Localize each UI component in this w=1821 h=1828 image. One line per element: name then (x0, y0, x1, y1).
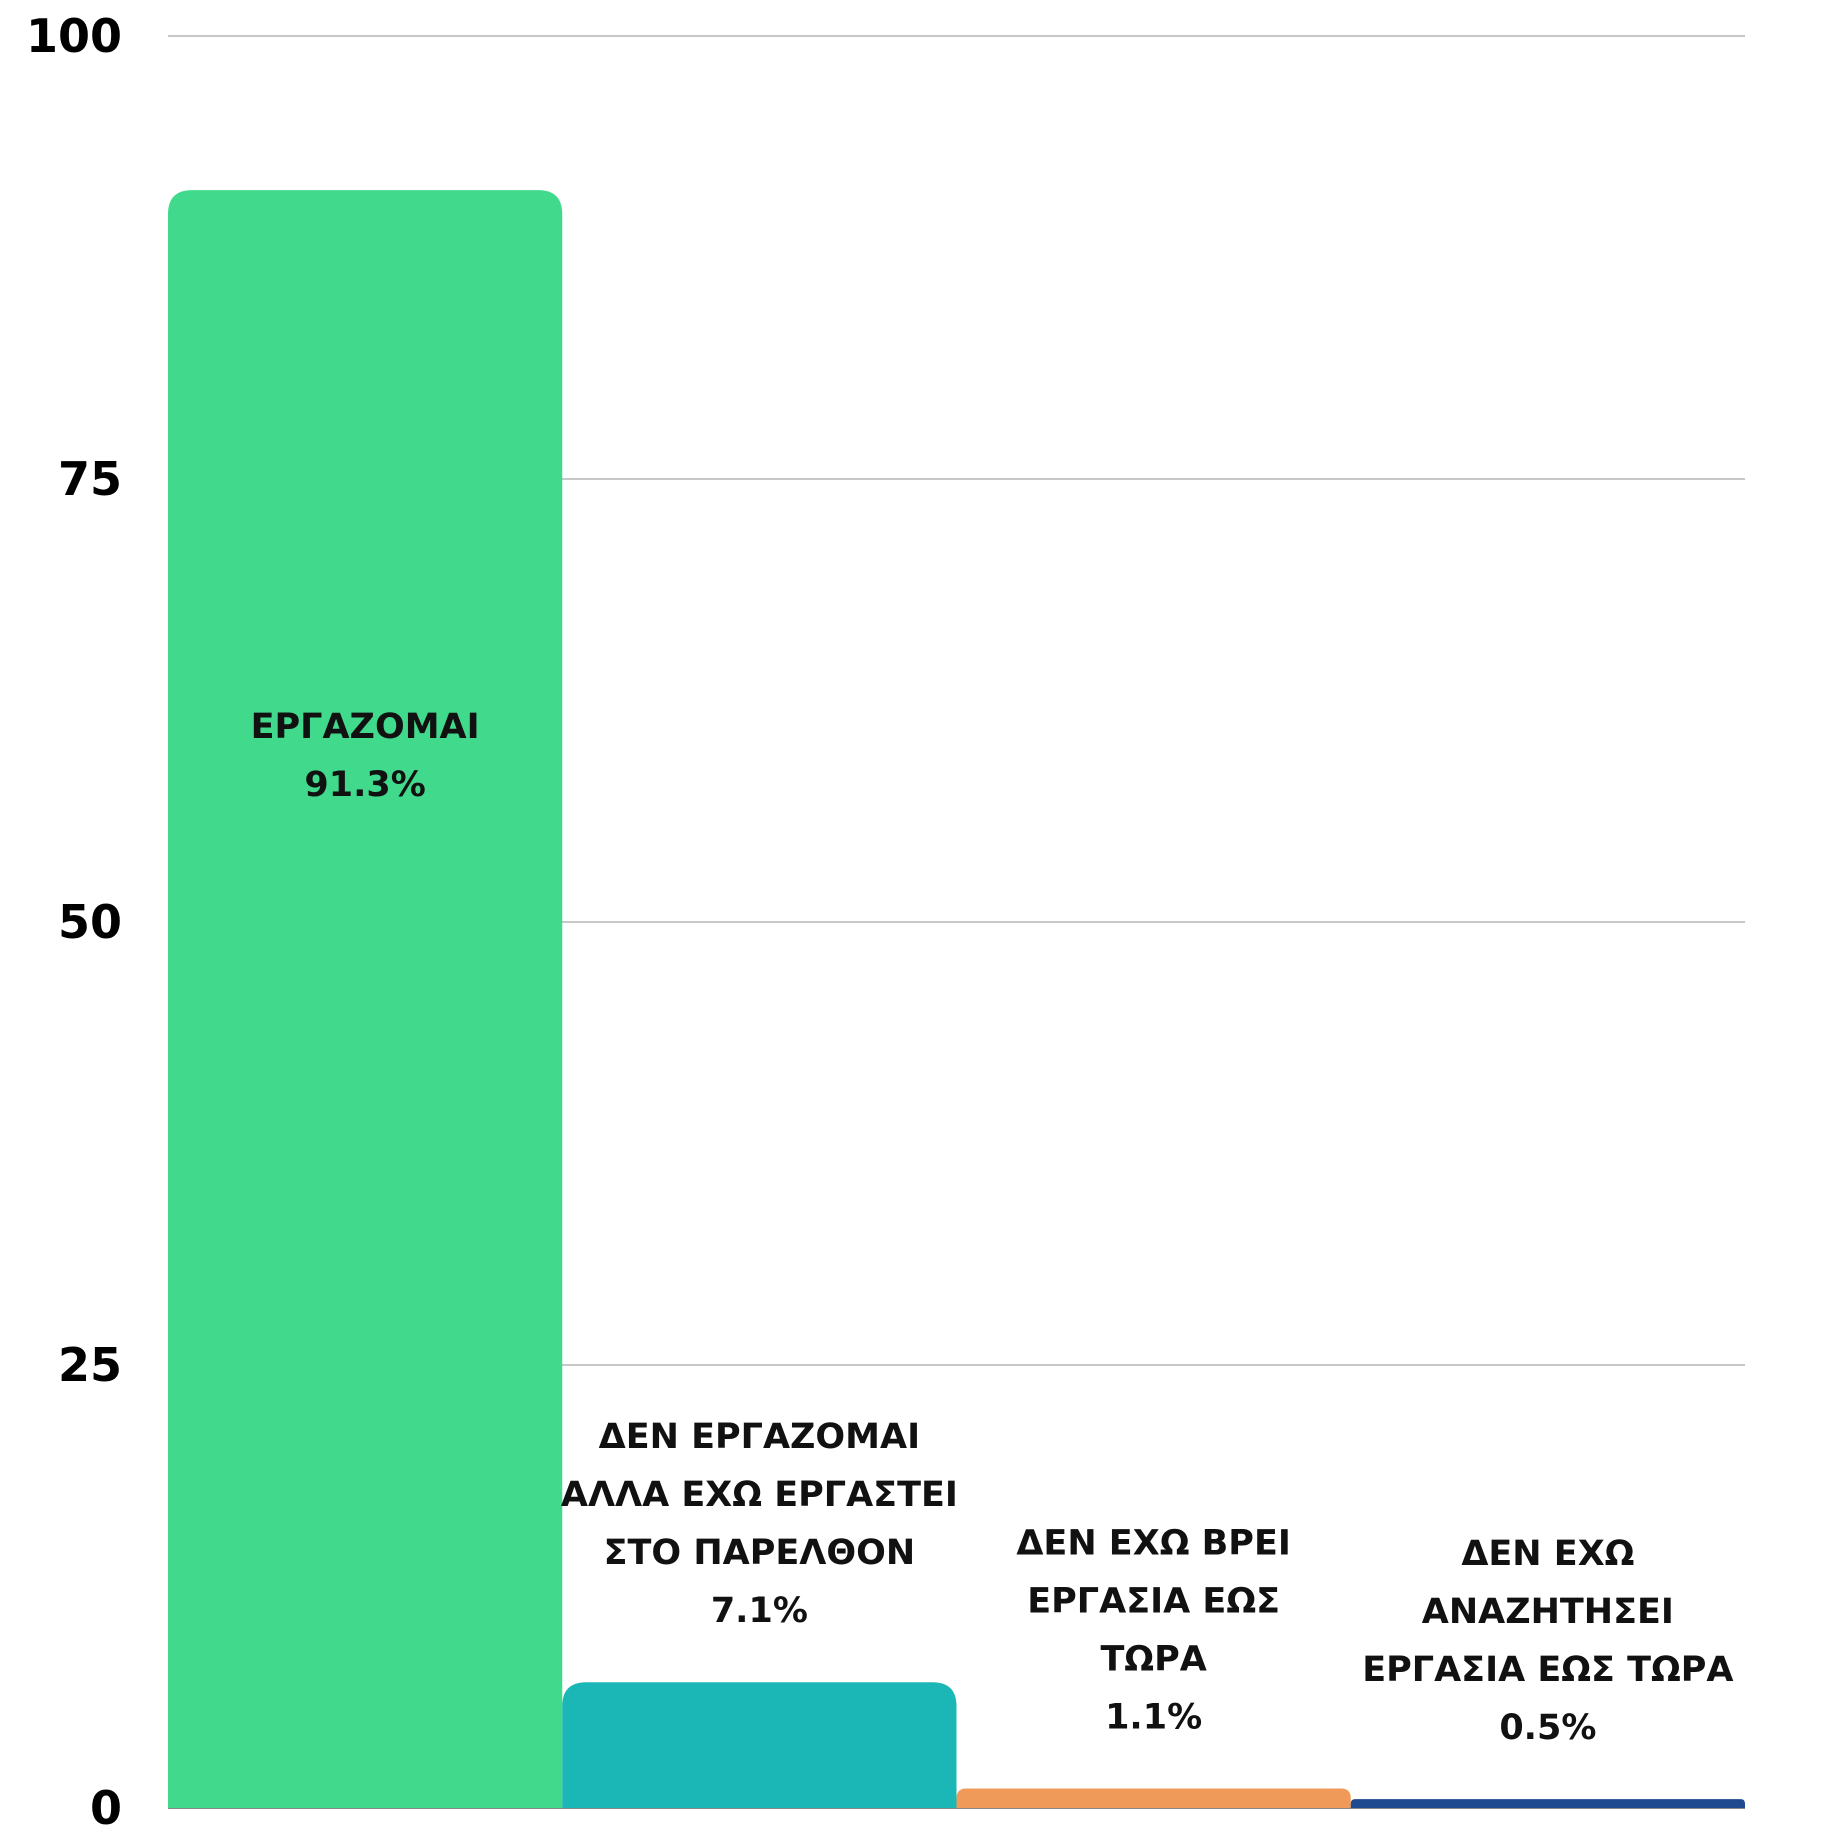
y-tick-label: 75 (58, 452, 122, 506)
bar-value-label: 0.5% (1499, 1708, 1596, 1748)
bar-3 (956, 1788, 1351, 1808)
bar-category-label: ΔΕΝ ΕΧΩ ΒΡΕΙ (1016, 1524, 1291, 1564)
bar-labels: ΕΡΓΑΖΟΜΑΙ 91.3% ΔΕΝ ΕΡΓΑΖΟΜΑΙ ΑΛΛΑ ΕΧΩ ΕΡΓΑ… (251, 707, 1734, 1748)
bar-value-label: 1.1% (1105, 1698, 1202, 1738)
bar-category-label: ΕΡΓΑΖΟΜΑΙ (251, 707, 480, 747)
bar-2 (562, 1682, 957, 1808)
y-tick-label: 50 (58, 895, 122, 949)
bar-category-label: ΕΡΓΑΣΙΑ ΕΩΣ ΤΩΡΑ (1362, 1650, 1733, 1690)
bars (168, 190, 1745, 1808)
bar-category-label: ΔΕΝ ΕΡΓΑΖΟΜΑΙ (599, 1417, 921, 1457)
y-tick-label: 100 (26, 9, 122, 63)
bar-category-label: ΤΩΡΑ (1100, 1640, 1206, 1680)
y-axis-ticks: 0 25 50 75 100 (26, 9, 122, 1828)
bar-category-label: ΔΕΝ ΕΧΩ (1461, 1534, 1634, 1574)
bar-1 (168, 190, 563, 1808)
bar-value-label: 7.1% (711, 1591, 808, 1631)
y-tick-label: 0 (90, 1781, 122, 1828)
bar-category-label: ΑΝΑΖΗΤΗΣΕΙ (1422, 1592, 1674, 1632)
bar-category-label: ΣΤΟ ΠΑΡΕΛΘΟΝ (604, 1533, 916, 1573)
bar-category-label: ΑΛΛΑ ΕΧΩ ΕΡΓΑΣΤΕΙ (561, 1475, 958, 1515)
bar-4 (1350, 1799, 1745, 1808)
bar-category-label: ΕΡΓΑΣΙΑ ΕΩΣ (1027, 1582, 1280, 1622)
y-tick-label: 25 (58, 1338, 122, 1392)
bar-value-label: 91.3% (304, 765, 425, 805)
